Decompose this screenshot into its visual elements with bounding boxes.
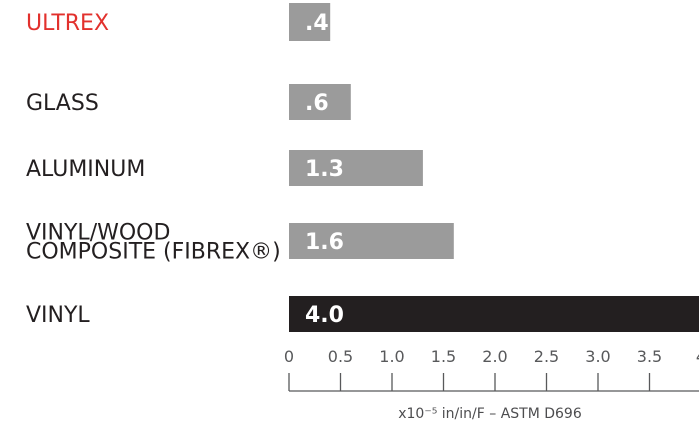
bar-vinyl-wood-composite-fibrex	[289, 223, 454, 259]
bar-ultrex	[289, 3, 331, 41]
category-label-vinyl-wood-composite-fibrex: VINYL/WOOD COMPOSITE (FIBREX®)	[26, 221, 281, 265]
bar-value-label-aluminum: 1.3	[305, 157, 344, 182]
category-label-vinyl: VINYL	[26, 303, 90, 328]
bar-value-label-vinyl: 4.0	[305, 303, 344, 328]
x-tick-label-4: 4	[696, 347, 699, 366]
x-tick-label-0.5: 0.5	[328, 347, 353, 366]
x-tick-label-3.0: 3.0	[585, 347, 610, 366]
x-axis: 0 0.5 1.0 1.5 2.0 2.5 3.0 3.5 4	[284, 347, 699, 392]
bar-aluminum	[289, 150, 423, 186]
category-label-aluminum: ALUMINUM	[26, 157, 145, 182]
x-axis-unit-label: x10⁻⁵ in/in/F – ASTM D696	[398, 406, 582, 422]
x-tick-label-0: 0	[284, 347, 294, 366]
bar-vinyl	[289, 296, 699, 332]
category-label-glass: GLASS	[26, 91, 99, 116]
x-tick-label-2.0: 2.0	[482, 347, 507, 366]
bar-value-label-vinyl-wood-composite-fibrex: 1.6	[305, 230, 344, 255]
bars: .4 .6 1.3 1.6 4.0	[289, 3, 699, 332]
x-tick-label-3.5: 3.5	[637, 347, 662, 366]
x-tick-label-1.5: 1.5	[431, 347, 456, 366]
bar-value-label-glass: .6	[305, 91, 329, 116]
category-labels: ULTREX GLASS ALUMINUM VINYL/WOOD COMPOSITE (…	[26, 11, 281, 328]
x-tick-label-1.0: 1.0	[379, 347, 404, 366]
category-label-ultrex: ULTREX	[26, 11, 109, 36]
bar-value-label-ultrex: .4	[305, 11, 329, 36]
x-tick-label-2.5: 2.5	[534, 347, 559, 366]
bar-glass	[289, 84, 351, 120]
